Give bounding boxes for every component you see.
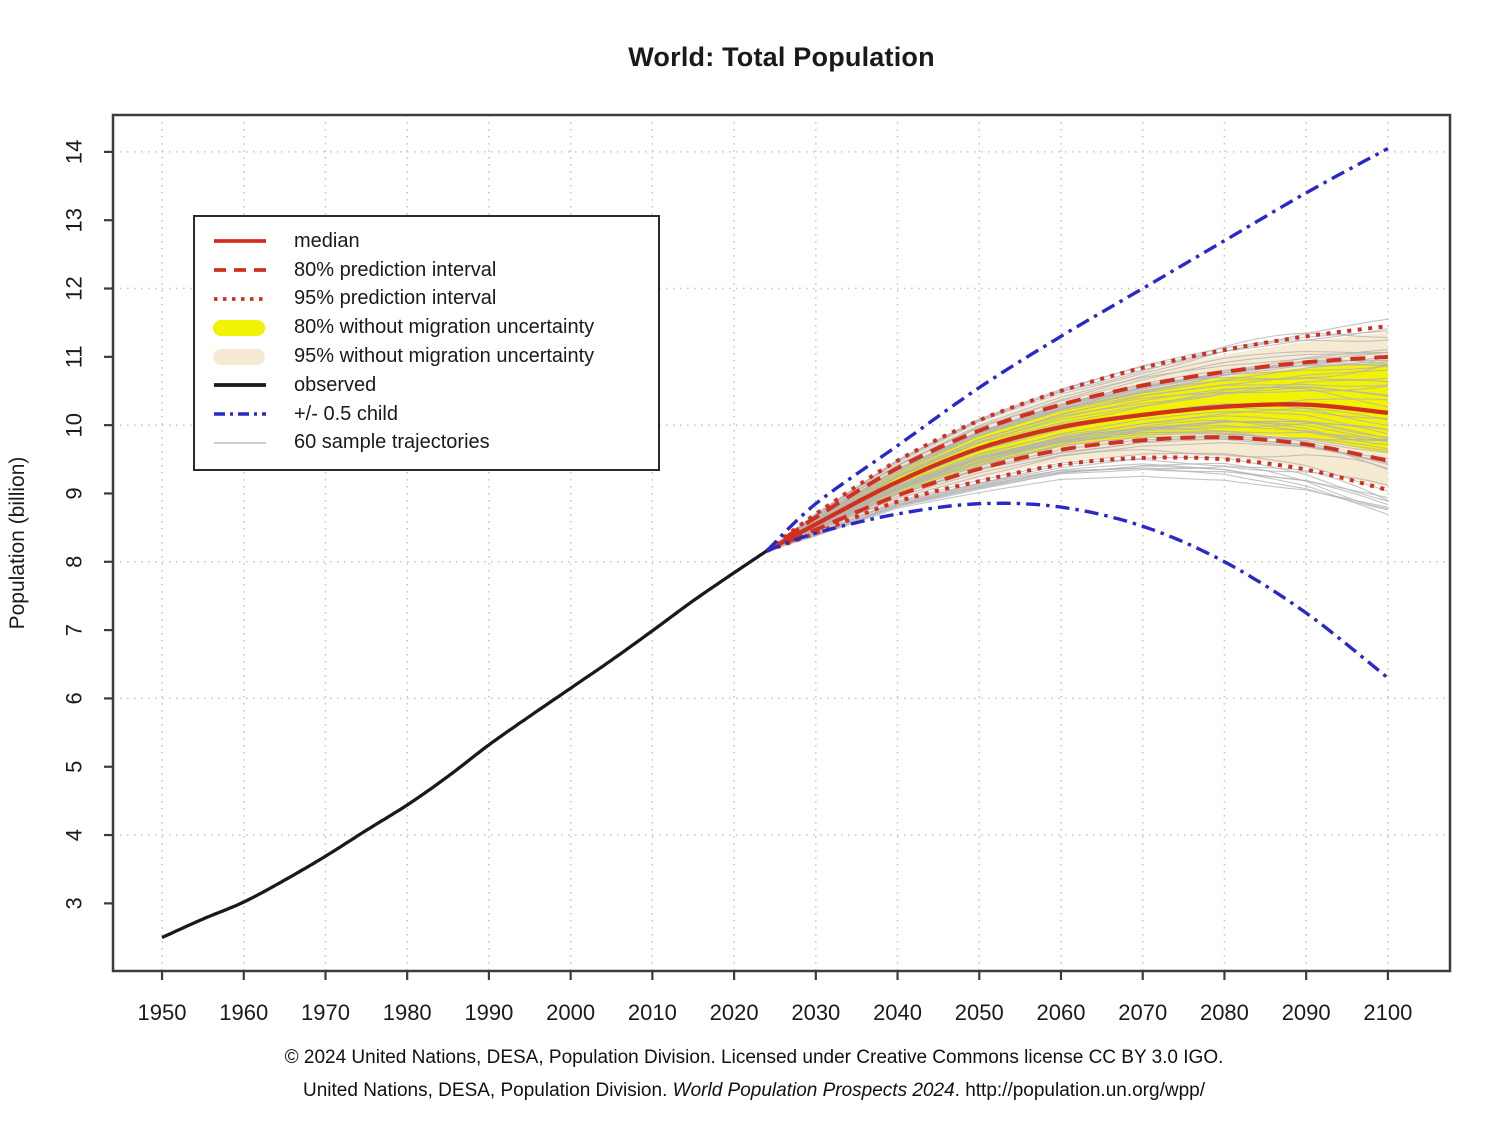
line-minus-half-child [766, 501, 1389, 680]
legend-label: 95% without migration uncertainty [294, 345, 595, 368]
legend-band-swatch [213, 348, 265, 365]
x-tick-label: 2070 [1118, 1000, 1167, 1025]
y-tick-label: 9 [62, 487, 87, 499]
sample-trajectory [766, 469, 1389, 552]
x-tick-label: 1950 [138, 1000, 187, 1025]
sample-trajectory [766, 462, 1389, 552]
legend-label: 80% prediction interval [294, 258, 497, 281]
x-tick-label: 2020 [710, 1000, 759, 1025]
y-tick-label: 5 [62, 761, 87, 773]
y-tick-label: 14 [62, 140, 87, 164]
legend-label: +/- 0.5 child [294, 402, 398, 425]
sample-trajectory [766, 410, 1389, 552]
legend-item: 80% prediction interval [211, 256, 658, 285]
plot-border [111, 113, 1452, 973]
line-95-prediction-lower [766, 455, 1389, 553]
x-tick-label: 1990 [464, 1000, 513, 1025]
sample-trajectory [766, 456, 1389, 552]
x-tick-label: 2030 [791, 1000, 840, 1025]
sample-trajectory [766, 430, 1388, 552]
legend-label: 95% prediction interval [294, 287, 497, 310]
legend-item: 80% without migration uncertainty [211, 313, 658, 342]
line-80-prediction-upper [765, 354, 1389, 553]
line-95-prediction-upper [765, 324, 1389, 553]
line-median [765, 402, 1389, 553]
legend-item: +/- 0.5 child [211, 400, 658, 429]
x-tick-label: 2080 [1200, 1000, 1249, 1025]
x-tick-label: 2000 [546, 1000, 595, 1025]
x-tick-label: 2100 [1363, 1000, 1412, 1025]
x-tick-label: 2040 [873, 1000, 922, 1025]
y-tick-label: 8 [62, 556, 87, 568]
legend-item: 95% prediction interval [211, 285, 658, 314]
x-tick-label: 2090 [1282, 1000, 1331, 1025]
sample-trajectory [766, 452, 1389, 552]
y-tick-label: 7 [62, 624, 87, 636]
line-80-prediction-lower [765, 435, 1389, 553]
line-plus-half-child [765, 147, 1389, 553]
legend-label: 80% without migration uncertainty [294, 316, 595, 339]
sample-trajectory [766, 442, 1389, 552]
legend-label: observed [294, 373, 377, 396]
x-tick-label: 2060 [1037, 1000, 1086, 1025]
footer-text: United Nations, DESA, Population Divisio… [303, 1079, 673, 1101]
legend-solid-swatch [214, 239, 266, 244]
legend-dashdot-swatch [214, 412, 266, 416]
legend-label: 60 sample trajectories [294, 431, 490, 454]
legend-thin-swatch [214, 442, 266, 444]
legend-band-swatch [213, 319, 265, 336]
x-tick-label: 2010 [628, 1000, 677, 1025]
footer-text: © 2024 United Nations, DESA, Population … [284, 1047, 1224, 1068]
footer-citation-italic: World Population Prospects 2024 [672, 1079, 955, 1101]
legend-item: 60 sample trajectories [211, 429, 658, 458]
legend-dotted-swatch [214, 297, 266, 301]
legend-item: observed [211, 371, 658, 400]
y-tick-label: 3 [62, 897, 87, 909]
sample-trajectory [766, 420, 1388, 552]
footer-credits: © 2024 United Nations, DESA, Population … [0, 1042, 1508, 1107]
sample-trajectory [766, 387, 1388, 552]
x-tick-label: 2050 [955, 1000, 1004, 1025]
y-tick-label: 11 [62, 345, 87, 368]
footer-line: © 2024 United Nations, DESA, Population … [0, 1042, 1508, 1075]
y-tick-label: 10 [62, 413, 87, 437]
line-observed [161, 549, 768, 940]
y-tick-label: 6 [62, 692, 87, 704]
footer-text: . http://population.un.org/wpp/ [954, 1079, 1205, 1101]
sample-trajectory [766, 407, 1389, 552]
legend-label: median [294, 229, 360, 252]
legend-item: 95% without migration uncertainty [211, 342, 658, 371]
y-tick-label: 4 [62, 829, 87, 841]
sample-trajectory [766, 379, 1388, 552]
sample-trajectory [766, 339, 1388, 552]
x-tick-label: 1960 [219, 1000, 268, 1025]
sample-trajectory [766, 475, 1389, 552]
legend-dashed-swatch [214, 268, 266, 273]
chart-title: World: Total Population [628, 42, 935, 72]
legend-box: median 80% prediction interval 95% predict… [193, 215, 660, 471]
y-tick-label: 12 [62, 276, 87, 300]
legend-item: median [211, 227, 658, 256]
band-80-without-migration [766, 362, 1388, 551]
legend-solid-swatch [214, 383, 266, 388]
x-tick-label: 1980 [383, 1000, 432, 1025]
y-tick-label: 13 [62, 208, 87, 232]
footer-line: United Nations, DESA, Population Divisio… [0, 1075, 1508, 1108]
x-tick-label: 1970 [301, 1000, 350, 1025]
